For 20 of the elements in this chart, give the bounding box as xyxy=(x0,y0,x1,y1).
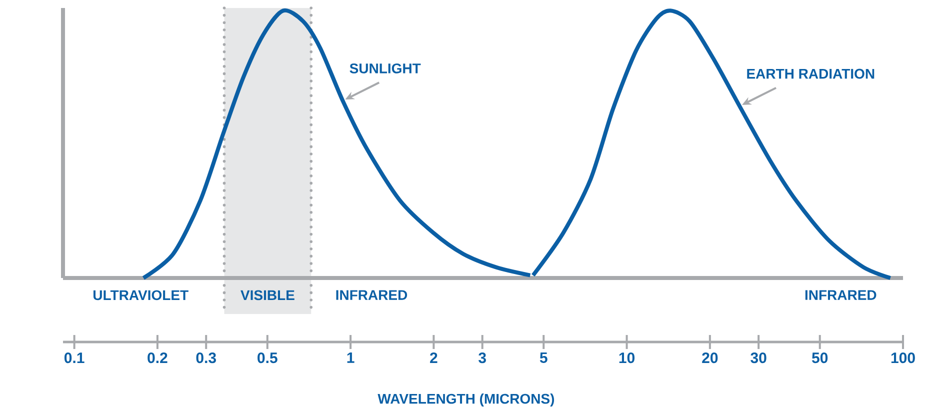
x-tick-label: 3 xyxy=(478,352,486,364)
x-tick-label: 5 xyxy=(540,352,548,363)
x-tick-label: 0.2 xyxy=(148,352,168,364)
x-tick-label: 50 xyxy=(812,352,828,364)
x-tick-label: 30 xyxy=(750,352,766,364)
x-tick-label: 1 xyxy=(347,352,354,363)
x-tick-label: 0.1 xyxy=(64,352,84,364)
x-tick-label: 10 xyxy=(619,352,635,364)
x-tick-label: 2 xyxy=(430,352,438,363)
text: INFRARED xyxy=(805,290,876,300)
text: ULTRAVIOLET xyxy=(93,290,188,300)
series-label: SUNLIGHT xyxy=(350,63,421,74)
text: INFRARED xyxy=(336,290,408,300)
x-tick-label: 0.5 xyxy=(258,352,278,364)
series-label: EARTH RADIATION xyxy=(747,68,874,79)
x-tick-label: 0.3 xyxy=(196,352,216,364)
x-axis-title: WAVELENGTH (MICRONS) xyxy=(378,393,554,407)
x-tick-label: 100 xyxy=(891,352,915,364)
x-tick-label: 20 xyxy=(702,352,718,364)
band-label: VISIBLE xyxy=(240,290,294,300)
